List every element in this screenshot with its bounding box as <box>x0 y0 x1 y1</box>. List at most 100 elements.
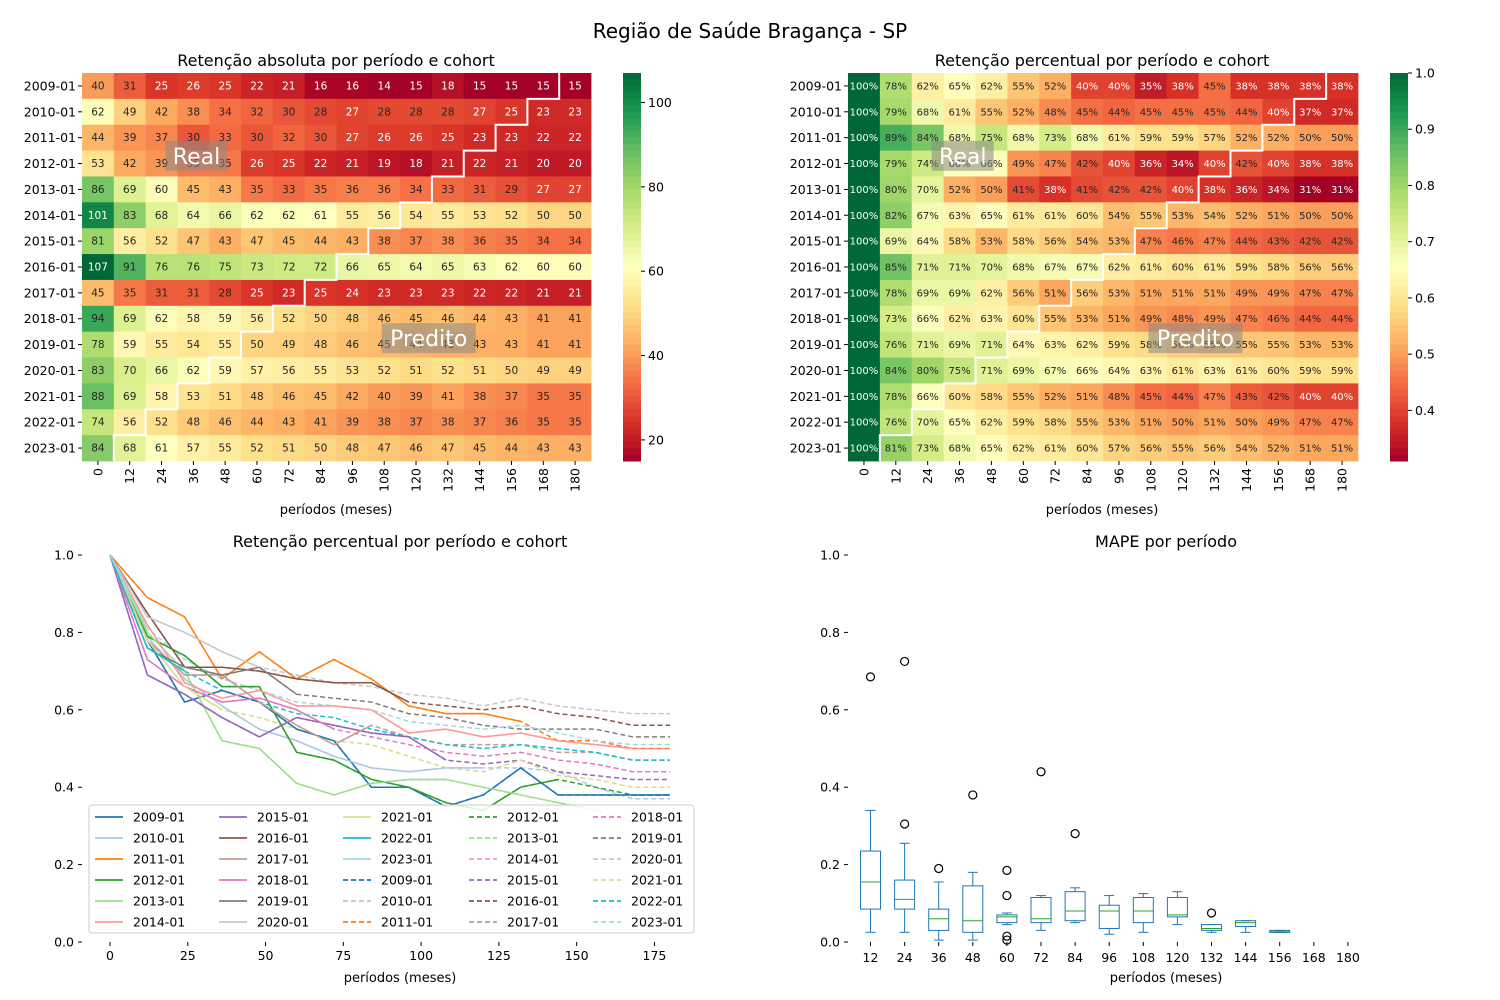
heatmap-cell-label: 30 <box>314 132 327 144</box>
mape-boxplot: MAPE por período períodos (meses) 0.0 0.2… <box>820 532 1360 986</box>
heatmap-cell-label: 31 <box>155 287 168 299</box>
heatmap-cell-label: 107 <box>88 262 108 274</box>
heatmap-cell <box>879 124 913 151</box>
heatmap-cell <box>1230 279 1263 307</box>
heatmap-cell-label: 36% <box>1235 185 1257 196</box>
heatmap-cell <box>495 357 528 384</box>
heatmap-cell <box>1198 228 1231 255</box>
heatmap-cell <box>848 98 881 126</box>
heatmap-cell-label: 67% <box>1044 263 1066 274</box>
heatmap-cell-label: 57 <box>250 365 263 377</box>
xtick-label: 132 <box>440 468 455 492</box>
heatmap-cell-label: 31% <box>1331 185 1353 196</box>
ytick-label: 2015-01 <box>790 234 842 249</box>
ytick-label: 0.0 <box>820 935 840 950</box>
heatmap-cell <box>113 435 147 462</box>
heatmap-cell <box>1230 254 1263 281</box>
heatmap-cell-label: 40 <box>378 391 391 403</box>
heatmap-cell <box>1103 331 1136 358</box>
heatmap-cell <box>177 202 210 229</box>
colorbar-segment <box>1390 435 1408 443</box>
heatmap-cell-label: 41% <box>1076 185 1098 196</box>
heatmap-cell <box>1198 435 1231 462</box>
heatmap-cell <box>943 357 976 384</box>
series-line <box>109 554 670 781</box>
heatmap-cell-label: 40% <box>1076 81 1098 92</box>
heatmap-cell-label: 100% <box>850 366 879 377</box>
heatmap-cell-label: 53 <box>91 158 104 170</box>
heatmap-cell <box>463 98 496 126</box>
heatmap-cell-label: 25 <box>314 287 327 299</box>
heatmap-cell <box>1166 176 1200 203</box>
colorbar-segment <box>1390 325 1408 333</box>
heatmap-cell <box>336 254 369 281</box>
heatmap-cell <box>1103 435 1136 462</box>
heatmap-cell-label: 49% <box>1267 418 1289 429</box>
xtick-label: 24 <box>897 950 913 965</box>
heatmap-cell <box>911 98 945 126</box>
heatmap-cell-label: 69 <box>123 184 136 196</box>
heatmap-cell-label: 68 <box>123 443 136 455</box>
ytick-label: 2011-01 <box>790 130 842 145</box>
heatmap-cell-label: 56% <box>1203 444 1225 455</box>
legend-entry-label: 2011-01 <box>381 915 433 930</box>
heatmap-cell <box>911 409 945 436</box>
xtick-label: 60 <box>249 468 264 484</box>
colorbar-segment <box>623 260 641 268</box>
colorbar-segment <box>623 448 641 456</box>
heatmap-cell-label: 56 <box>123 417 137 429</box>
heatmap-cell-label: 84 <box>91 443 105 455</box>
heatmap-cell <box>911 331 945 358</box>
heatmap-cell-label: 38% <box>1331 81 1353 92</box>
annotation-real: Real <box>173 145 220 170</box>
heatmap-cell <box>848 331 881 358</box>
heatmap-cell <box>1007 254 1040 281</box>
heatmap-cell-label: 60% <box>1076 211 1098 222</box>
colorbar-segment <box>623 98 641 106</box>
heatmap-cell-label: 67% <box>917 211 939 222</box>
heatmap-cell <box>848 124 881 151</box>
colorbar-segment <box>1390 338 1408 346</box>
heatmap-cell-label: 45 <box>314 391 327 403</box>
colorbar-segment <box>1390 182 1408 190</box>
heatmap-cell-label: 66% <box>917 392 939 403</box>
heatmap-cell <box>431 73 465 100</box>
heatmap-cell-label: 42% <box>1140 185 1162 196</box>
annotation-predicted: Predito <box>390 327 467 352</box>
heatmap-cell <box>241 279 274 307</box>
heatmap-cell <box>400 98 433 126</box>
heatmap-cell-label: 53% <box>980 237 1002 248</box>
heatmap-cell <box>272 357 306 384</box>
heatmap-cell <box>1103 176 1136 203</box>
series-line <box>109 554 670 715</box>
heatmap-cell-label: 27 <box>346 132 359 144</box>
colorbar-segment <box>623 105 641 113</box>
heatmap-cell-label: 66 <box>155 365 169 377</box>
colorbar-segment <box>1390 144 1408 152</box>
heatmap-cell <box>1103 124 1136 151</box>
heatmap-cell <box>495 150 528 177</box>
heatmap-cell-label: 44% <box>1108 107 1130 118</box>
heatmap-cell <box>82 254 115 281</box>
heatmap-cell-label: 69% <box>917 288 939 299</box>
heatmap-cell-label: 73% <box>885 314 907 325</box>
heatmap-cell-label: 42 <box>123 158 136 170</box>
annotation-predicted: Predito <box>1157 327 1234 352</box>
heatmap-cell <box>1103 202 1136 229</box>
heatmap-cell <box>1039 357 1072 384</box>
heatmap-cell <box>368 73 401 100</box>
heatmap-cell <box>1007 98 1040 126</box>
heatmap-cell <box>1007 435 1040 462</box>
heatmap-cell-label: 56% <box>1076 288 1098 299</box>
series-line <box>109 554 670 761</box>
colorbar-segment <box>623 228 641 236</box>
colorbar-segment <box>1390 279 1408 287</box>
colorbar-segment <box>623 312 641 320</box>
ytick-label: 2010-01 <box>24 104 76 119</box>
legend-entry-label: 2022-01 <box>631 894 683 909</box>
heatmap-cell <box>272 409 306 436</box>
heatmap-cell-label: 62% <box>948 314 970 325</box>
heatmap-cell <box>272 202 306 229</box>
heatmap-cell <box>1166 228 1200 255</box>
heatmap-cell <box>177 176 210 203</box>
